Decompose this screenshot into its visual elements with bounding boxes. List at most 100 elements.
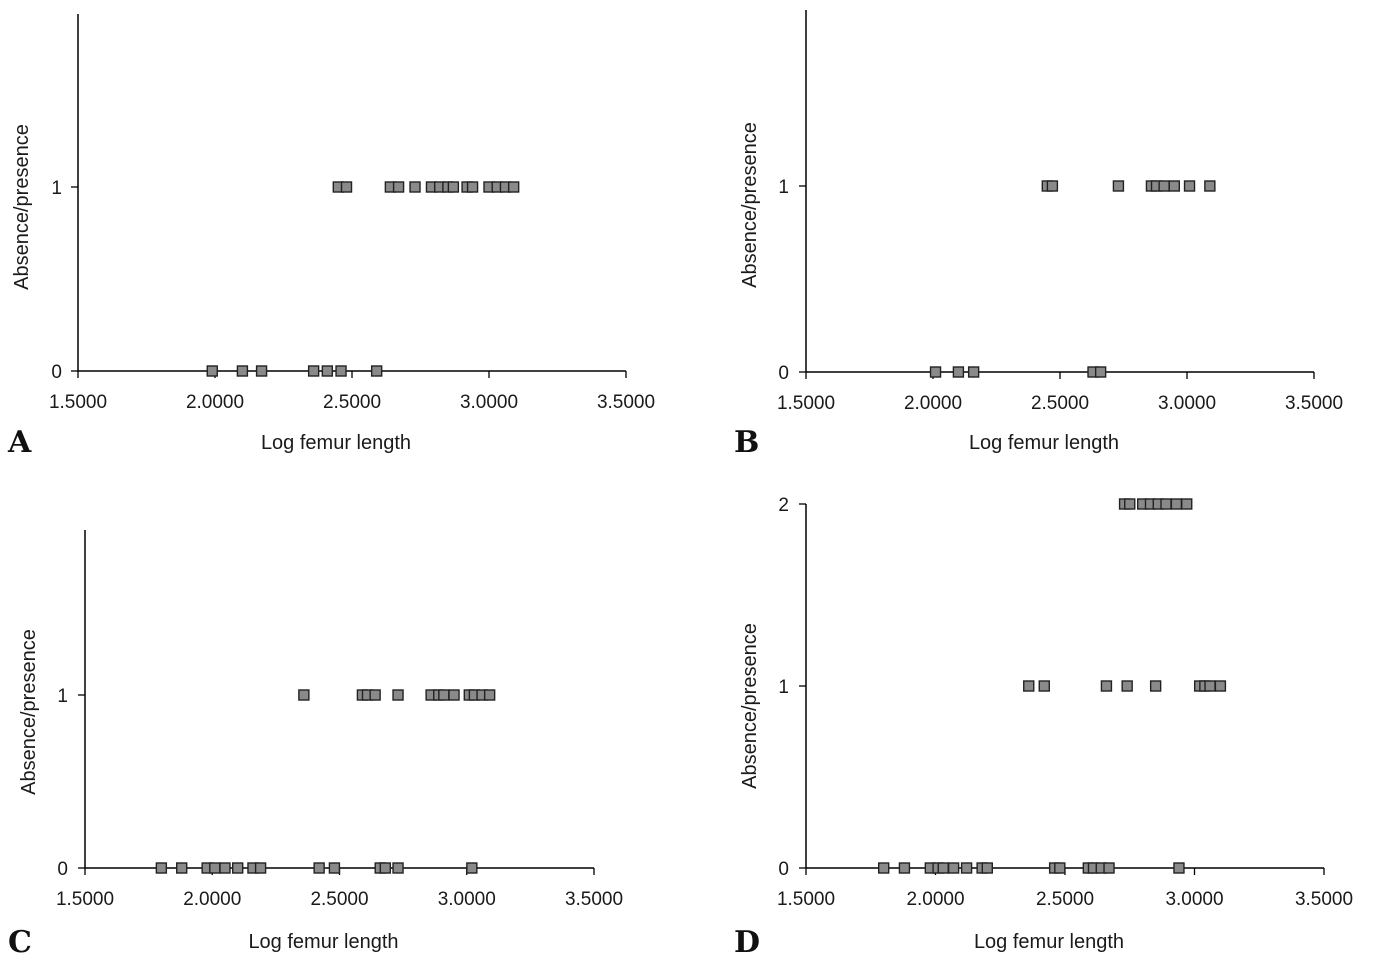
- y-tick-label: 0: [778, 859, 789, 880]
- x-tick-label: 2.5000: [310, 889, 368, 910]
- data-point: [307, 365, 320, 377]
- data-point: [960, 862, 973, 874]
- x-tick-label: 1.5000: [777, 889, 835, 910]
- data-point: [206, 365, 218, 377]
- x-tick-label: 3.0000: [1158, 393, 1216, 414]
- chart-panel-d: 1.5000 2.0000 2.5000 3.0000 3.5000 0 1 2 Absence…: [687, 478, 1374, 960]
- x-tick-label: 3.0000: [438, 889, 496, 910]
- data-point: [877, 862, 890, 874]
- data-point: [1112, 180, 1125, 192]
- x-tick-label: 2.5000: [1036, 889, 1094, 910]
- x-tick-label: 2.0000: [906, 889, 964, 910]
- data-point: [1124, 498, 1136, 510]
- scatter-plot-d: 1.5000 2.0000 2.5000 3.0000 3.5000 0 1 2 Absence…: [734, 495, 1353, 960]
- data-point: [209, 862, 221, 874]
- data-point: [1183, 180, 1196, 192]
- data-point: [466, 181, 479, 193]
- data-point: [1214, 680, 1227, 692]
- x-tick-label: 2.0000: [183, 889, 241, 910]
- data-point: [447, 181, 460, 193]
- x-tick-label: 2.5000: [1031, 393, 1089, 414]
- x-axis-title: Log femur length: [248, 931, 398, 953]
- data-point: [1204, 180, 1216, 192]
- data-point: [219, 862, 231, 874]
- data-point: [1158, 180, 1170, 192]
- y-tick-label: 2: [778, 495, 789, 516]
- y-axis-title: Absence/presence: [739, 122, 761, 288]
- data-point: [1054, 862, 1066, 874]
- x-tick-label: 2.0000: [186, 392, 244, 413]
- data-point: [369, 689, 381, 701]
- x-tick-label: 3.5000: [565, 889, 623, 910]
- data-point: [335, 365, 347, 377]
- x-tick-label: 3.0000: [1165, 889, 1223, 910]
- data-point: [507, 181, 520, 193]
- data-point: [438, 689, 450, 701]
- y-axis-title: Absence/presence: [18, 629, 40, 795]
- scatter-plot-a: 1.5000 2.0000 2.5000 3.0000 3.5000 0 1 Absence/…: [7, 14, 655, 460]
- data-point: [898, 862, 911, 874]
- data-point: [1160, 498, 1172, 510]
- data-point: [466, 862, 478, 874]
- data-point: [1046, 180, 1059, 192]
- panel-letter: C: [8, 925, 32, 956]
- data-point: [340, 181, 353, 193]
- data-point: [1168, 180, 1180, 192]
- data-point: [155, 862, 168, 874]
- data-point: [952, 366, 965, 378]
- data-point: [1149, 680, 1162, 692]
- chart-panel-b: 1.5000 2.0000 2.5000 3.0000 3.5000 0 1 Absence/…: [687, 0, 1374, 478]
- panel-letter: A: [7, 425, 32, 460]
- x-tick-label: 3.0000: [460, 392, 518, 413]
- data-point: [1100, 680, 1113, 692]
- data-point: [448, 689, 460, 701]
- data-point: [392, 181, 405, 193]
- x-tick-label: 3.5000: [597, 392, 655, 413]
- data-point: [1103, 862, 1115, 874]
- y-tick-label: 1: [57, 686, 68, 707]
- y-tick-label: 1: [51, 178, 62, 199]
- y-tick-label: 0: [57, 859, 68, 880]
- data-point: [379, 862, 392, 874]
- data-point: [231, 862, 244, 874]
- data-point: [176, 862, 188, 874]
- data-point: [313, 862, 325, 874]
- data-point: [1121, 680, 1133, 692]
- x-axis-title: Log femur length: [969, 432, 1119, 454]
- data-point: [392, 862, 404, 874]
- data-point: [947, 862, 960, 874]
- y-tick-label: 1: [778, 677, 789, 698]
- x-tick-label: 3.5000: [1285, 393, 1343, 414]
- chart-panel-c: 1.5000 2.0000 2.5000 3.0000 3.5000 0 1 Absence/…: [0, 478, 687, 960]
- data-point: [409, 181, 421, 193]
- scatter-plot-b: 1.5000 2.0000 2.5000 3.0000 3.5000 0 1 Absence/…: [734, 10, 1343, 460]
- x-tick-label: 1.5000: [777, 393, 835, 414]
- data-point: [1023, 680, 1035, 692]
- data-point: [1170, 498, 1183, 510]
- data-point: [1094, 366, 1107, 378]
- data-point: [255, 365, 268, 377]
- data-point: [321, 365, 334, 377]
- data-point: [967, 366, 980, 378]
- x-tick-label: 3.5000: [1295, 889, 1353, 910]
- panel-letter: D: [734, 925, 760, 956]
- data-point: [1173, 862, 1185, 874]
- y-axis-title: Absence/presence: [739, 623, 761, 789]
- x-tick-label: 1.5000: [56, 889, 114, 910]
- data-point: [328, 862, 341, 874]
- x-axis-title: Log femur length: [261, 432, 411, 454]
- panel-letter: B: [734, 425, 759, 460]
- x-tick-label: 1.5000: [49, 392, 107, 413]
- data-point: [929, 366, 942, 378]
- x-tick-label: 2.0000: [904, 393, 962, 414]
- x-tick-label: 2.5000: [323, 392, 381, 413]
- y-axis-title: Absence/presence: [11, 124, 33, 290]
- x-axis-title: Log femur length: [974, 931, 1124, 953]
- y-tick-label: 0: [51, 362, 62, 383]
- data-point: [1204, 680, 1216, 692]
- data-point: [483, 689, 496, 701]
- data-point: [1181, 498, 1193, 510]
- data-point: [1038, 680, 1050, 692]
- data-point: [254, 862, 267, 874]
- y-tick-label: 0: [778, 363, 789, 384]
